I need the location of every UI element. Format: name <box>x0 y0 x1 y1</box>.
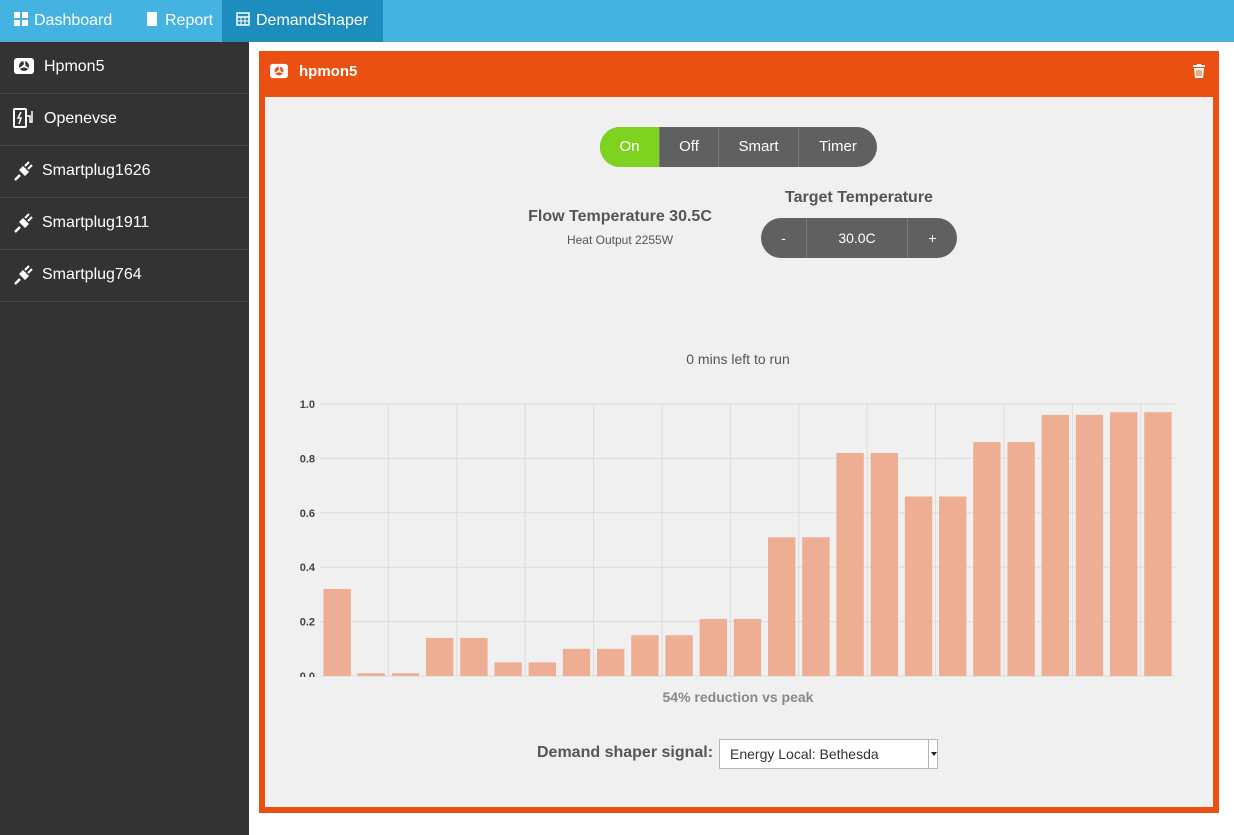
y-tick-label: 0.4 <box>300 562 316 574</box>
heatpump-icon <box>270 63 288 79</box>
sidebar-item-hpmon5[interactable]: Hpmon5 <box>0 42 249 94</box>
chart-bar <box>802 537 830 676</box>
flow-temperature: Flow Temperature 30.5C <box>528 208 712 225</box>
reduction-text: 54% reduction vs peak <box>662 689 814 705</box>
mode-off-button[interactable]: Off <box>660 127 719 167</box>
signal-label: Demand shaper signal: <box>537 744 714 761</box>
sidebar-item-openevse[interactable]: Openevse <box>0 94 249 146</box>
sidebar-item-label: Hpmon5 <box>44 58 105 75</box>
sidebar-item-smartplug1626[interactable]: Smartplug1626 <box>0 146 249 198</box>
plug-icon <box>14 213 33 233</box>
mode-smart-button[interactable]: Smart <box>719 127 799 167</box>
chart-bar <box>460 637 488 676</box>
plug-icon <box>14 161 33 181</box>
chart-bar <box>1007 442 1035 676</box>
chart-bar <box>597 648 625 676</box>
chart-bar <box>1144 412 1172 676</box>
target-temperature-label: Target Temperature <box>785 189 933 206</box>
device-panel: hpmon5 On Off Smart Timer Flow Temperatu… <box>259 51 1219 813</box>
chart-bar <box>836 452 864 676</box>
target-temperature-stepper: - 30.0C + <box>761 218 957 258</box>
chart-bar <box>494 662 522 676</box>
document-icon <box>147 12 157 26</box>
mode-timer-button[interactable]: Timer <box>819 138 857 155</box>
dropdown-arrow-icon <box>928 740 937 768</box>
chart-bar <box>528 662 556 676</box>
grid-icon <box>14 12 28 26</box>
heat-output: Heat Output 2255W <box>566 233 674 247</box>
schedule-chart: 0.00.20.40.60.81.016:0017:0018:0019:0020… <box>300 399 1175 677</box>
chart-bar <box>939 496 967 676</box>
trash-icon[interactable] <box>1193 64 1205 78</box>
chart-bar <box>391 673 420 676</box>
chart-bar <box>323 588 351 676</box>
heatpump-icon <box>14 58 34 74</box>
chart-bar <box>904 496 933 676</box>
chart-bar <box>870 452 898 676</box>
panel-body: On Off Smart Timer Flow Temperature 30.5… <box>265 97 1213 807</box>
sidebar-item-label: Openevse <box>44 110 117 127</box>
signal-select[interactable]: Energy Local: Bethesda <box>719 739 938 769</box>
sidebar-item-label: Smartplug764 <box>42 266 142 283</box>
nav-demandshaper[interactable]: DemandShaper <box>222 0 383 42</box>
chart-bar <box>1110 412 1138 676</box>
signal-selected-value: Energy Local: Bethesda <box>730 746 879 762</box>
decrease-button[interactable]: - <box>781 230 786 246</box>
y-tick-label: 0.6 <box>300 508 315 520</box>
sidebar-item-label: Smartplug1911 <box>42 214 150 231</box>
y-tick-label: 0.0 <box>300 671 315 677</box>
chart-bar <box>733 618 762 676</box>
device-sidebar: Hpmon5 Openevse Smartplug1626 Smartplug1… <box>0 42 249 835</box>
chart-bar <box>357 673 385 676</box>
chart-bar <box>699 618 727 676</box>
calendar-icon <box>236 12 250 26</box>
chart-bar <box>973 442 1001 676</box>
chart-bar <box>426 637 454 676</box>
nav-demandshaper-label: DemandShaper <box>256 12 369 29</box>
chart-bar <box>1075 414 1104 676</box>
increase-button[interactable]: + <box>928 230 937 246</box>
sidebar-item-smartplug764[interactable]: Smartplug764 <box>0 250 249 302</box>
plug-icon <box>14 265 33 285</box>
top-navbar: Dashboard Report DemandShaper <box>0 0 1234 42</box>
mode-on-button[interactable]: On <box>600 127 660 167</box>
nav-dashboard-label: Dashboard <box>34 12 113 29</box>
y-tick-label: 1.0 <box>300 399 315 411</box>
panel-header: hpmon5 <box>259 51 1219 95</box>
chart-title: 0 mins left to run <box>686 351 790 367</box>
chart-bar <box>665 635 693 676</box>
y-tick-label: 0.2 <box>300 617 315 629</box>
sidebar-item-smartplug1911[interactable]: Smartplug1911 <box>0 198 249 250</box>
nav-dashboard[interactable]: Dashboard <box>0 0 126 42</box>
sidebar-item-label: Smartplug1626 <box>42 162 151 179</box>
panel-title: hpmon5 <box>299 63 358 80</box>
mode-switch: On Off Smart Timer <box>600 127 877 167</box>
chart-bar <box>562 648 591 676</box>
y-tick-label: 0.8 <box>300 453 315 465</box>
chart-bar <box>631 635 659 676</box>
nav-report[interactable]: Report <box>131 0 227 42</box>
chart-bar <box>768 537 796 676</box>
nav-report-label: Report <box>165 12 214 29</box>
target-temperature-value: 30.0C <box>806 218 908 258</box>
chart-bar <box>1041 414 1069 676</box>
ev-charger-icon <box>13 108 33 128</box>
